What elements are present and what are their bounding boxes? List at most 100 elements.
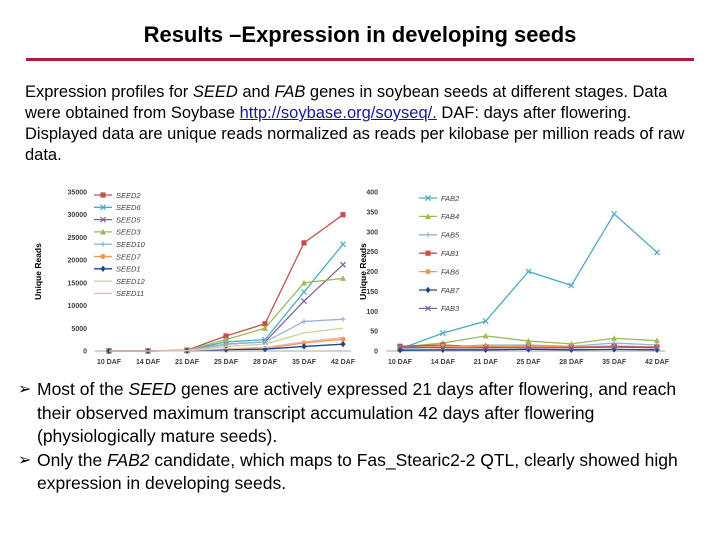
caption-text-1: Expression profiles for xyxy=(25,83,193,101)
legend-item: FAB3 xyxy=(419,304,460,313)
data-point xyxy=(301,318,307,325)
y-tick-label: 10000 xyxy=(68,303,88,310)
seed-chart-svg: Unique Reads 0 5000 10000 15000 20000 25000 300… xyxy=(33,190,356,367)
fab-chart-svg: Unique Reads 0 50 100 150 200 250 300 350 400 10 D… xyxy=(358,190,670,367)
title-underline xyxy=(26,58,694,61)
series-fab7 xyxy=(397,346,660,354)
x-tick-label: 25 DAF xyxy=(516,359,541,366)
data-point xyxy=(482,344,489,351)
legend-item: SEED1 xyxy=(94,265,141,274)
x-tick-label: 28 DAF xyxy=(559,359,584,366)
slide-title: Results –Expression in developing seeds xyxy=(143,22,577,47)
y-tick-label: 30000 xyxy=(68,212,88,219)
legend-label: FAB4 xyxy=(441,212,459,221)
x-tick-label: 35 DAF xyxy=(602,359,627,366)
y-axis-title: Unique Reads xyxy=(33,243,43,300)
data-point xyxy=(340,275,346,281)
data-point xyxy=(262,321,268,327)
finding-item-seed: ➢ Most of the SEED genes are actively ex… xyxy=(18,378,713,449)
data-point xyxy=(439,330,446,337)
data-point xyxy=(340,212,346,218)
finding-item-fab2: ➢ Only the FAB2 candidate, which maps to… xyxy=(18,449,713,496)
series-fab3 xyxy=(396,344,661,351)
legend-item: FAB7 xyxy=(419,286,460,295)
legend-marker xyxy=(425,232,431,238)
data-point xyxy=(262,345,268,353)
data-point xyxy=(525,268,532,275)
legend-label: FAB5 xyxy=(441,231,460,240)
series-seed11 xyxy=(109,336,344,352)
data-point xyxy=(525,337,532,344)
legend-marker xyxy=(99,204,107,211)
legend-item: SEED5 xyxy=(94,215,141,224)
x-tick-label: 35 DAF xyxy=(292,359,317,366)
data-point xyxy=(300,298,308,305)
y-tick-label: 15000 xyxy=(68,280,88,287)
legend-label: SEED2 xyxy=(116,191,141,200)
data-point xyxy=(339,241,347,248)
data-point xyxy=(301,343,307,350)
y-tick-label: 20000 xyxy=(68,258,88,265)
y-axis-title: Unique Reads xyxy=(358,243,368,300)
findings-list: ➢ Most of the SEED genes are actively ex… xyxy=(18,378,713,496)
caption-text-2: and xyxy=(237,83,275,101)
data-point xyxy=(611,210,618,217)
y-tick-label: 5000 xyxy=(71,326,87,333)
series-line xyxy=(109,336,344,352)
data-point xyxy=(300,288,308,295)
data-point xyxy=(653,344,661,351)
data-point xyxy=(439,344,446,351)
legend-label: SEED10 xyxy=(116,240,146,249)
data-point xyxy=(568,344,575,351)
finding-text-post: genes are actively expressed 21 days aft… xyxy=(37,379,677,446)
seed-expression-chart: Unique Reads 0 5000 10000 15000 20000 25000 300… xyxy=(30,183,365,373)
legend-item: SEED7 xyxy=(94,252,141,261)
legend-marker xyxy=(100,192,106,198)
x-tick-label: 28 DAF xyxy=(253,359,278,366)
legend-label: FAB2 xyxy=(441,194,460,203)
y-tick-label: 25000 xyxy=(68,235,88,242)
legend-marker xyxy=(425,250,431,256)
data-point xyxy=(301,279,307,286)
series-fab2 xyxy=(396,210,661,353)
data-point xyxy=(223,336,229,343)
x-tick-label: 10 DAF xyxy=(388,359,413,366)
legend-label: FAB1 xyxy=(441,249,459,258)
data-point xyxy=(223,333,229,339)
legend-label: SEED6 xyxy=(116,203,141,212)
data-point xyxy=(396,344,404,351)
data-point xyxy=(482,318,489,325)
legend-item: SEED11 xyxy=(94,289,144,298)
legend-item: FAB4 xyxy=(419,212,459,221)
legend-label: SEED5 xyxy=(116,215,141,224)
arrow-bullet-icon: ➢ xyxy=(18,451,32,469)
caption-fab-term: FAB xyxy=(274,83,306,101)
data-point xyxy=(611,346,617,353)
x-tick-label: 14 DAF xyxy=(431,359,456,366)
arrow-bullet-icon: ➢ xyxy=(18,381,32,398)
y-tick-label: 400 xyxy=(366,190,378,197)
data-point xyxy=(482,332,489,339)
legend-label: FAB6 xyxy=(441,267,460,276)
data-point xyxy=(223,346,229,353)
data-point xyxy=(301,240,307,246)
y-tick-label: 0 xyxy=(374,349,378,356)
x-tick-label: 14 DAF xyxy=(136,359,161,366)
legend-label: SEED12 xyxy=(116,277,146,286)
legend-label: SEED3 xyxy=(116,228,141,237)
y-tick-label: 300 xyxy=(366,229,378,236)
legend-marker xyxy=(100,241,106,247)
legend-label: SEED11 xyxy=(116,289,144,298)
legend-marker xyxy=(425,213,431,219)
y-tick-label: 100 xyxy=(366,309,378,316)
series-line xyxy=(399,212,658,350)
y-tick-label: 0 xyxy=(83,349,87,356)
legend-label: SEED7 xyxy=(116,252,141,261)
legend-item: FAB6 xyxy=(419,267,460,276)
legend-item: SEED6 xyxy=(94,203,141,212)
legend-marker xyxy=(99,216,107,223)
soybase-link[interactable]: http://soybase.org/soyseq/. xyxy=(239,104,437,122)
legend-marker xyxy=(424,305,432,312)
x-tick-label: 25 DAF xyxy=(214,359,239,366)
legend-item: SEED10 xyxy=(94,240,146,249)
